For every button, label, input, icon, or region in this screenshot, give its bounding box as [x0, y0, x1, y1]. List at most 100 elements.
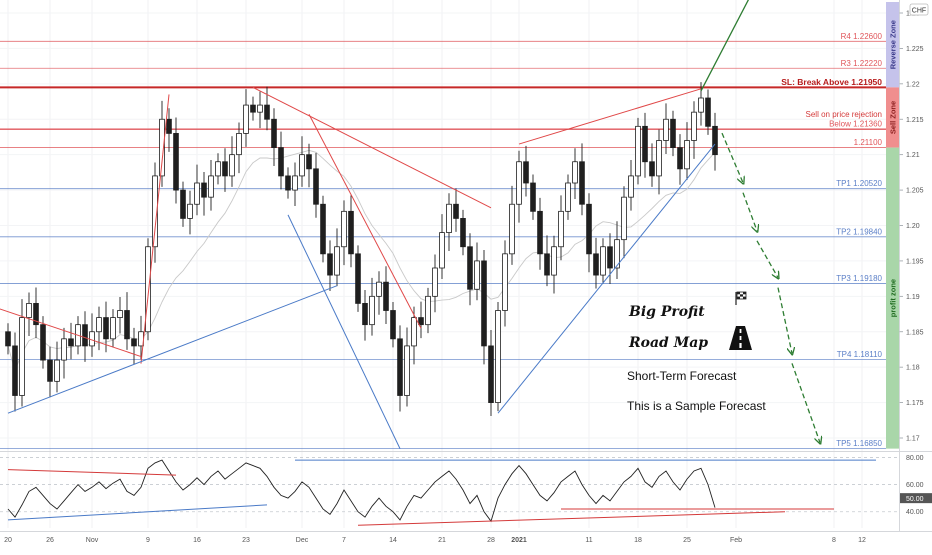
candle-body: [5, 331, 11, 347]
candle-body: [61, 338, 67, 361]
annotation-line-1: Short-Term Forecast: [627, 369, 737, 383]
price-tick-label: 1.215: [906, 117, 924, 124]
candle-body: [495, 310, 501, 403]
time-tick-label: 25: [683, 537, 691, 544]
level-label: TP3 1.19180: [836, 274, 882, 283]
candle-body: [341, 210, 347, 248]
candle-body: [565, 182, 571, 212]
candle-body: [663, 118, 669, 141]
candle-body: [572, 161, 578, 184]
candle-body: [348, 210, 354, 255]
candle-body: [593, 253, 599, 276]
candle-body: [397, 338, 403, 396]
oscillator-trendline: [357, 511, 786, 526]
zone-bar: [886, 147, 899, 449]
trendline-red: [308, 114, 422, 329]
candle-body: [523, 161, 529, 184]
candle-body: [649, 161, 655, 177]
candle-body: [586, 203, 592, 255]
candle-body: [439, 232, 445, 269]
finish-flag-icon: [735, 291, 747, 305]
candle-body: [159, 118, 165, 177]
time-tick-label: 26: [46, 537, 54, 544]
candle-body: [474, 260, 480, 290]
candle-body: [642, 125, 648, 163]
trendline-blue: [287, 214, 401, 449]
candle-body: [110, 317, 116, 340]
candle-body: [635, 125, 641, 177]
candle-body: [215, 161, 221, 177]
oscillator-value-label: 50.00: [906, 496, 924, 503]
candle-body: [530, 182, 536, 212]
annotation-title-1: Big Profit: [628, 304, 705, 320]
time-tick-label: 16: [193, 537, 201, 544]
forecast-arrow-down: [742, 192, 757, 231]
candle-body: [96, 317, 102, 333]
candle-body: [166, 118, 172, 134]
annotation-block: Big Profit Road Map Short-Term Forecast …: [627, 304, 766, 413]
level-label: TP2 1.19840: [836, 227, 882, 236]
candle-body: [558, 210, 564, 248]
candle-body: [187, 203, 193, 219]
level-label: R4 1.22600: [841, 32, 883, 41]
time-tick-label: 2021: [511, 537, 527, 544]
candle-body: [432, 267, 438, 297]
time-axis: 20 26 Nov 9 16 23 Dec 7 14 21 28 2021 11 18 25 Feb 8 12: [0, 531, 932, 544]
candle-body: [89, 331, 95, 347]
candle-body: [194, 182, 200, 205]
time-tick-label: 7: [342, 537, 346, 544]
candle-body: [355, 253, 361, 304]
level-label: TP5 1.16850: [836, 439, 882, 448]
candle-body: [509, 203, 515, 255]
candle-body: [243, 104, 249, 134]
trendline-red: [518, 88, 702, 145]
candle-body: [292, 175, 298, 191]
candle-body: [117, 310, 123, 318]
forecast-arrow-down: [756, 240, 778, 278]
candle-body: [103, 317, 109, 340]
candle-body: [446, 203, 452, 233]
time-tick-label: 23: [242, 537, 250, 544]
level-label: R3 1.22220: [841, 59, 883, 68]
forecast-arrow-down: [791, 363, 820, 442]
symbol-badge-label: CHF: [912, 8, 926, 15]
oscillator-tick-label: 40.00: [906, 509, 924, 516]
candle-body: [376, 281, 382, 297]
candle-body: [26, 303, 32, 318]
candle-body: [418, 317, 424, 326]
symbol-badge: CHF: [909, 3, 929, 16]
candle-body: [327, 253, 333, 276]
candle-body: [271, 118, 277, 148]
candle-body: [180, 189, 186, 219]
time-tick-label: 18: [634, 537, 642, 544]
sell-note-label: Sell on price rejection: [806, 110, 882, 119]
candles-layer: [5, 82, 718, 417]
time-tick-label: 9: [146, 537, 150, 544]
candle-body: [502, 253, 508, 311]
level-label: Below 1.21360: [829, 120, 882, 129]
annotation-line-2: This is a Sample Forecast: [627, 399, 766, 413]
candle-body: [705, 97, 711, 127]
candle-body: [390, 310, 396, 340]
candle-body: [250, 104, 256, 113]
price-tick-label: 1.195: [906, 258, 924, 265]
oscillator-trendline: [7, 469, 177, 476]
level-label: TP1 1.20520: [836, 179, 882, 188]
oscillator-trendline: [7, 504, 268, 521]
candle-body: [82, 324, 88, 347]
price-tick-label: 1.175: [906, 400, 924, 407]
time-tick-label: 14: [389, 537, 397, 544]
trendline-red: [252, 86, 492, 209]
level-label: TP4 1.18110: [837, 350, 883, 359]
trendline-red: [0, 308, 142, 358]
candle-body: [299, 154, 305, 177]
candle-body: [131, 338, 137, 347]
candle-body: [229, 154, 235, 177]
forecast-arrow-down: [721, 132, 743, 183]
candle-body: [19, 317, 25, 396]
candle-body: [383, 281, 389, 311]
candle-body: [145, 246, 151, 333]
